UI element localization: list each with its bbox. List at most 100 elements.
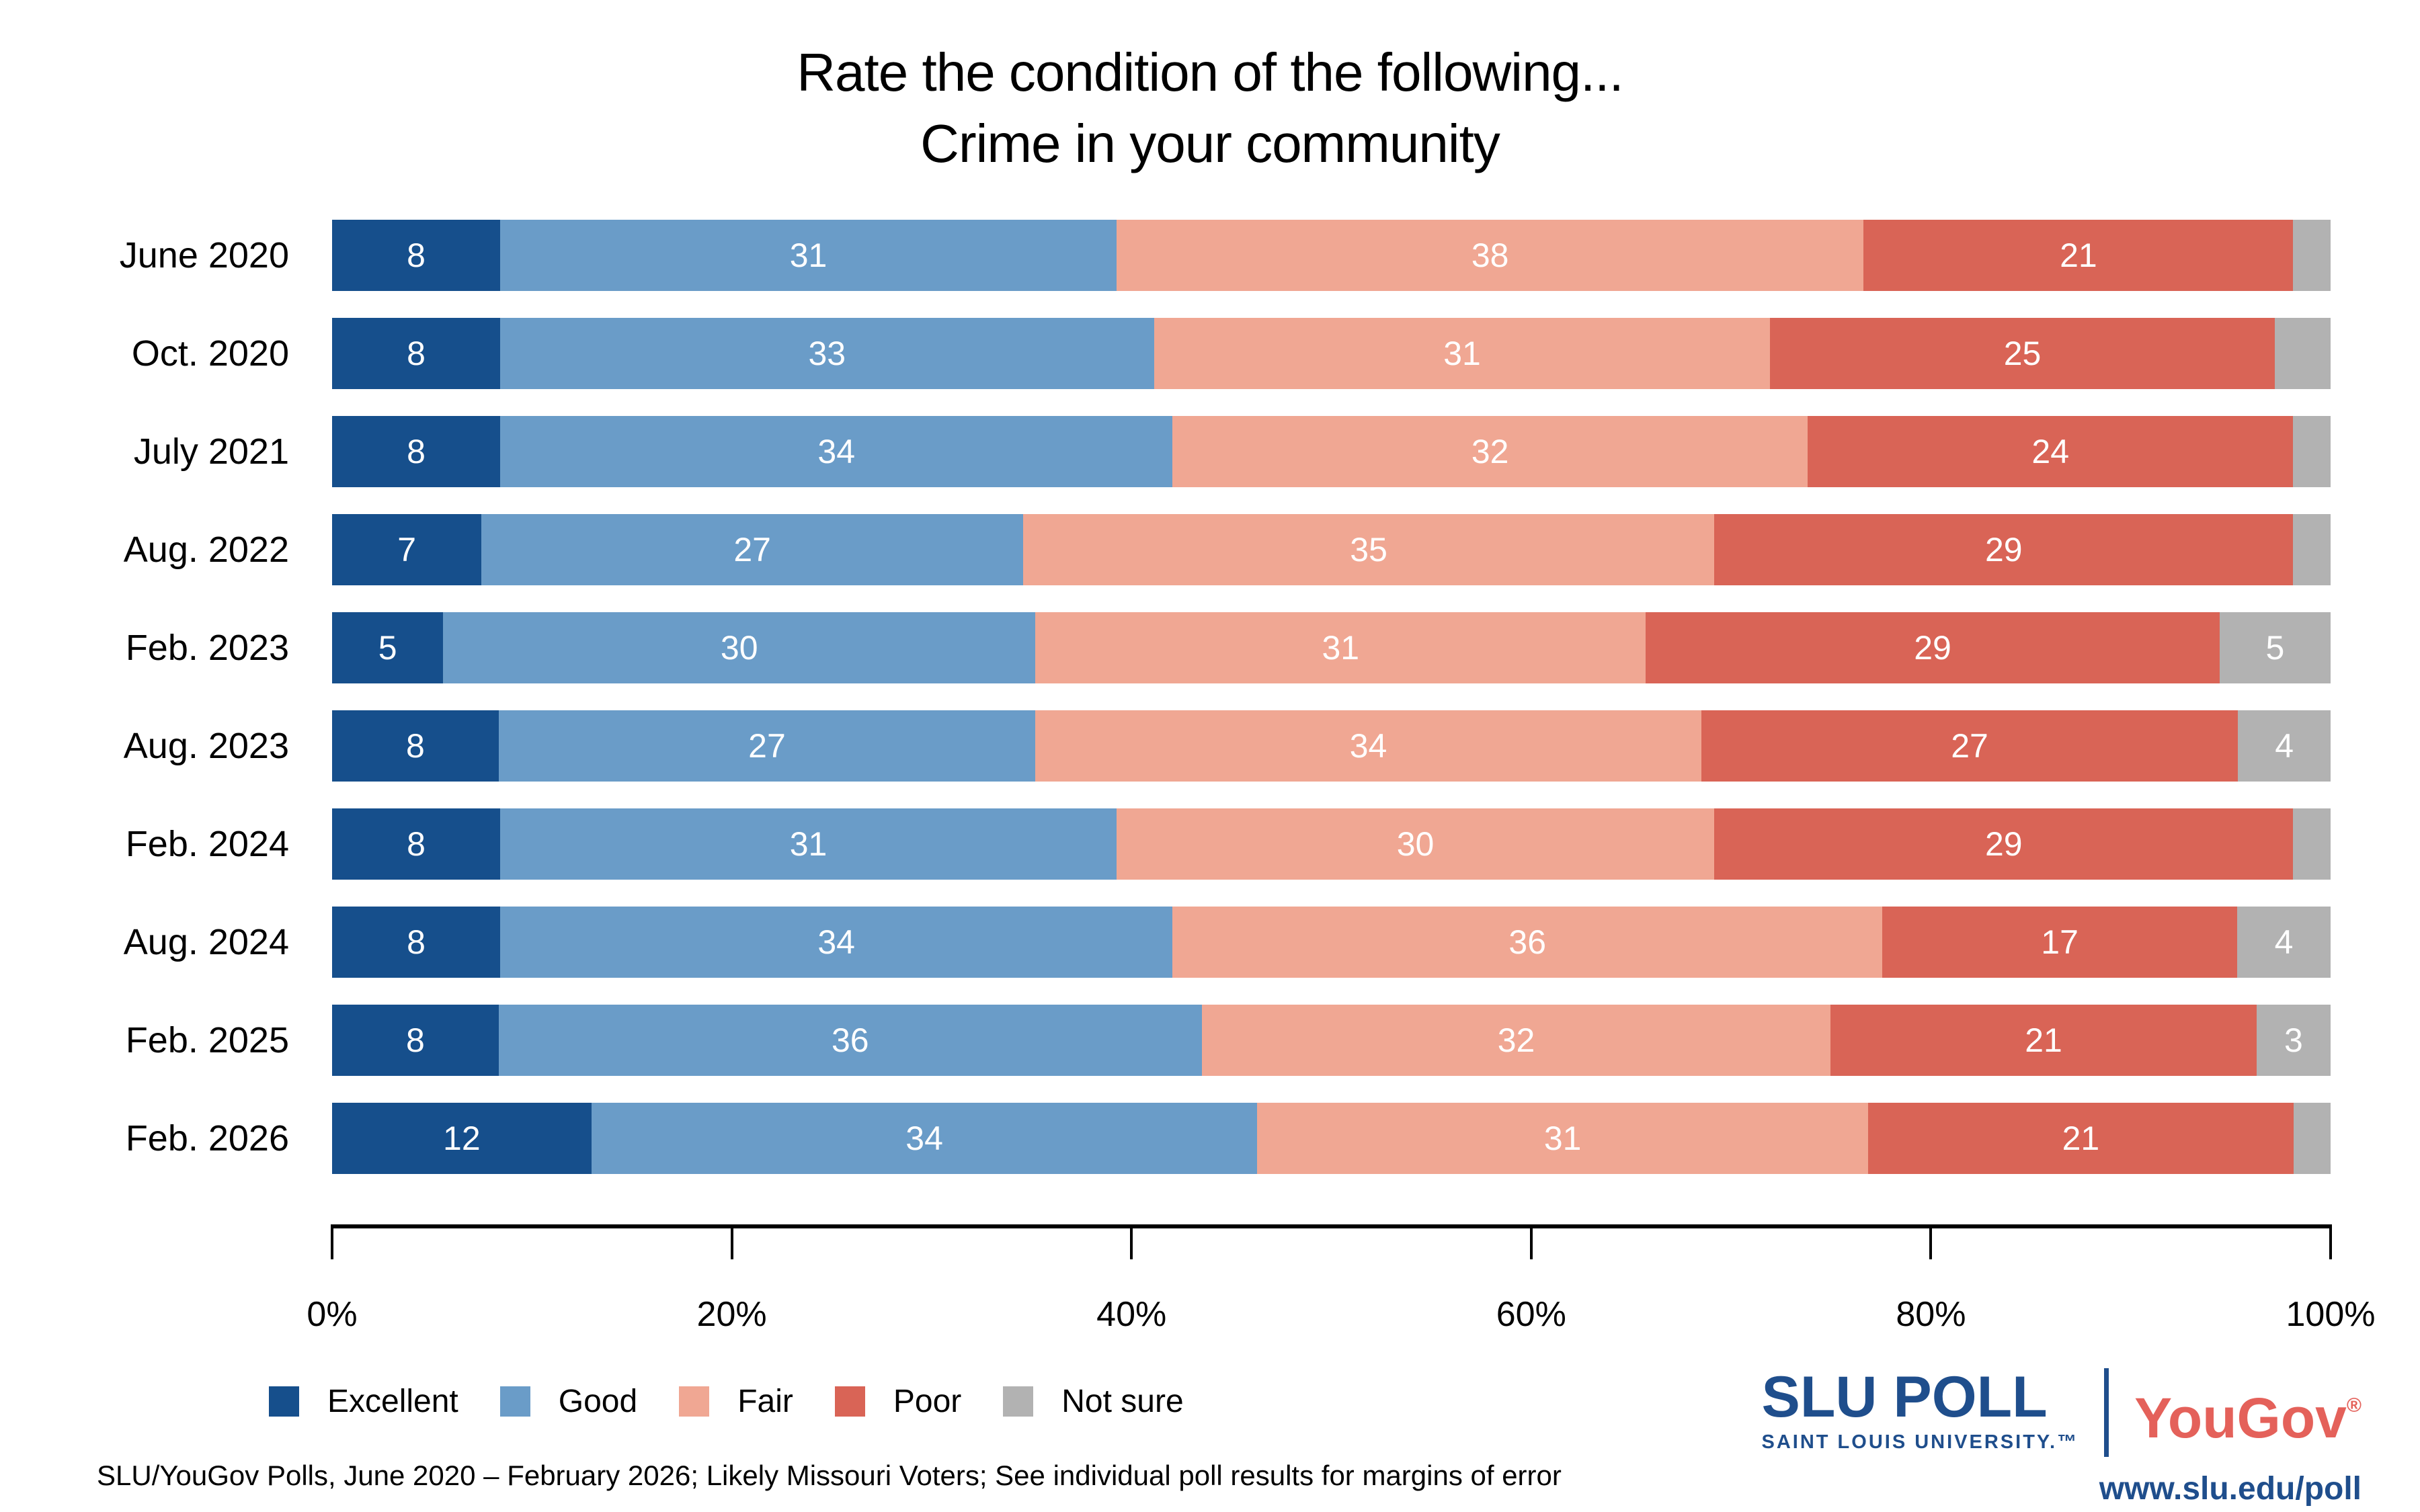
segment-value: 8 xyxy=(407,923,426,961)
segment-good: 30 xyxy=(443,612,1036,683)
stacked-bar: 8 31 30 29 xyxy=(332,808,2331,880)
segment-value: 31 xyxy=(789,237,828,274)
segment-poor: 29 xyxy=(1714,808,2294,880)
row-label: Aug. 2024 xyxy=(123,922,289,962)
row-label: Feb. 2026 xyxy=(125,1118,289,1159)
axis-tick-label: 0% xyxy=(307,1295,358,1334)
segment-fair: 32 xyxy=(1201,1005,1831,1076)
segment-excellent: 7 xyxy=(332,514,482,585)
x-axis-line xyxy=(332,1224,2331,1228)
segment-excellent: 8 xyxy=(332,1005,499,1076)
stacked-bar: 8 34 32 24 xyxy=(332,416,2331,487)
bar-row: Feb. 2023 5 30 31 29 5 xyxy=(0,612,2420,683)
segment-good: 34 xyxy=(591,1103,1258,1174)
segment-value: 36 xyxy=(1508,923,1547,961)
segment-fair: 31 xyxy=(1154,318,1771,389)
segment-value: 36 xyxy=(831,1021,869,1059)
segment-excellent: 5 xyxy=(332,612,444,683)
segment-poor: 21 xyxy=(1830,1005,2257,1076)
bar-row: Feb. 2024 8 31 30 29 xyxy=(0,808,2420,880)
segment-value: 38 xyxy=(1471,237,1509,274)
legend-swatch-good xyxy=(499,1386,530,1417)
segment-fair: 34 xyxy=(1035,710,1701,782)
segment-value: 4 xyxy=(2275,727,2294,765)
bar-row: Aug. 2024 8 34 36 17 4 xyxy=(0,907,2420,978)
legend-item-excellent: Excellent xyxy=(269,1383,458,1420)
segment-value: 5 xyxy=(2265,629,2285,667)
segment-value: 27 xyxy=(733,531,771,569)
segment-fair: 38 xyxy=(1116,220,1864,291)
segment-not-sure: 4 xyxy=(2238,710,2331,782)
segment-value: 8 xyxy=(407,825,426,863)
axis-tick xyxy=(331,1224,333,1259)
slu-poll-wordmark: SLU POLL xyxy=(1761,1365,2048,1429)
segment-excellent: 8 xyxy=(332,907,501,978)
segment-value: 31 xyxy=(1543,1120,1582,1157)
legend-swatch-excellent xyxy=(269,1386,299,1417)
row-label: Feb. 2023 xyxy=(125,628,289,668)
segment-value: 29 xyxy=(1984,825,2023,863)
bar-row: Aug. 2022 7 27 35 29 xyxy=(0,514,2420,585)
segment-value: 27 xyxy=(748,727,786,765)
segment-not-sure xyxy=(2293,416,2331,487)
segment-value: 27 xyxy=(1951,727,1988,765)
slu-poll-url: www.slu.edu/poll xyxy=(2099,1471,2362,1507)
stacked-bar: 12 34 31 21 xyxy=(332,1103,2331,1174)
segment-value: 8 xyxy=(407,237,426,274)
segment-not-sure xyxy=(2293,220,2331,291)
legend-label: Good xyxy=(558,1384,638,1419)
x-axis: 0% 20% 40% 60% 80% 100% xyxy=(307,1224,2376,1339)
axis-tick-label: 60% xyxy=(1496,1295,1566,1334)
segment-value: 32 xyxy=(1471,433,1509,470)
segment-poor: 24 xyxy=(1808,416,2294,487)
axis-tick xyxy=(1929,1224,1933,1259)
slu-university-wordmark: SAINT LOUIS UNIVERSITY.™ xyxy=(1761,1431,2079,1453)
legend-item-fair: Fair xyxy=(679,1383,793,1420)
segment-good: 33 xyxy=(500,318,1154,389)
bar-row: Feb. 2025 8 36 32 21 3 xyxy=(0,1005,2420,1076)
segment-excellent: 8 xyxy=(332,220,501,291)
stacked-bar: 8 27 34 27 4 xyxy=(332,710,2331,782)
legend-label: Fair xyxy=(737,1384,793,1419)
segment-value: 31 xyxy=(1322,629,1360,667)
segment-value: 34 xyxy=(1349,727,1387,765)
segment-value: 35 xyxy=(1350,531,1387,569)
segment-value: 5 xyxy=(378,629,397,667)
legend-swatch-not-sure xyxy=(1003,1386,1034,1417)
segment-fair: 31 xyxy=(1035,612,1646,683)
segment-not-sure xyxy=(2274,318,2331,389)
segment-excellent: 8 xyxy=(332,416,501,487)
axis-tick xyxy=(730,1224,733,1259)
segment-excellent: 8 xyxy=(332,318,501,389)
legend-swatch-fair xyxy=(679,1386,710,1417)
bar-row: Feb. 2026 12 34 31 21 xyxy=(0,1103,2420,1174)
segment-poor: 29 xyxy=(1646,612,2220,683)
yougov-wordmark: YouGov xyxy=(2134,1386,2347,1450)
segment-value: 29 xyxy=(1984,531,2023,569)
segment-excellent: 12 xyxy=(332,1103,592,1174)
row-label: Feb. 2025 xyxy=(125,1020,289,1060)
stacked-bar: 8 33 31 25 xyxy=(332,318,2331,389)
bar-row: Oct. 2020 8 33 31 25 xyxy=(0,318,2420,389)
segment-value: 21 xyxy=(2025,1021,2062,1059)
segment-not-sure: 3 xyxy=(2256,1005,2331,1076)
row-label: Oct. 2020 xyxy=(131,333,289,374)
segment-value: 31 xyxy=(1443,335,1481,372)
segment-good: 34 xyxy=(500,416,1173,487)
segment-fair: 31 xyxy=(1257,1103,1868,1174)
segment-value: 3 xyxy=(2284,1021,2303,1059)
legend-item-good: Good xyxy=(499,1383,638,1420)
chart-title: Rate the condition of the following... xyxy=(797,42,1623,102)
axis-tick-label: 100% xyxy=(2286,1295,2376,1334)
segment-fair: 35 xyxy=(1023,514,1715,585)
segment-value: 8 xyxy=(406,727,425,765)
segment-excellent: 8 xyxy=(332,710,499,782)
segment-value: 4 xyxy=(2274,923,2294,961)
row-label: Feb. 2024 xyxy=(125,824,289,864)
segment-good: 31 xyxy=(500,808,1117,880)
segment-value: 34 xyxy=(905,1120,943,1157)
stacked-bar: 8 36 32 21 3 xyxy=(332,1005,2331,1076)
segment-value: 8 xyxy=(407,335,426,372)
legend-label: Not sure xyxy=(1061,1384,1184,1419)
segment-good: 36 xyxy=(498,1005,1202,1076)
